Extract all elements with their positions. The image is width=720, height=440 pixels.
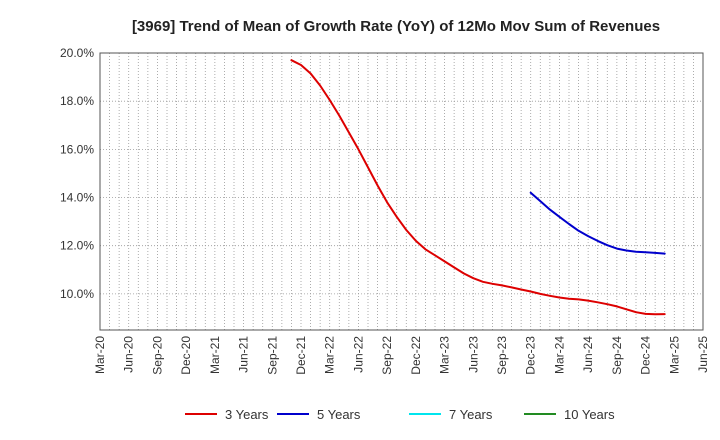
x-tick-label: Sep-21 <box>265 336 279 375</box>
x-tick-label: Mar-23 <box>438 336 452 374</box>
x-tick-label: Sep-20 <box>150 336 164 375</box>
legend-label: 3 Years <box>225 407 269 422</box>
grid-lines <box>100 52 703 330</box>
plot-area <box>100 53 703 330</box>
x-tick-label: Dec-21 <box>294 336 308 375</box>
x-tick-label: Sep-22 <box>380 336 394 375</box>
legend-label: 5 Years <box>317 407 361 422</box>
x-tick-label: Mar-25 <box>667 336 681 374</box>
x-tick-label: Jun-21 <box>237 336 251 373</box>
x-tick-label: Dec-23 <box>524 336 538 375</box>
x-tick-label: Mar-22 <box>323 336 337 374</box>
y-tick-label: 10.0% <box>60 287 94 301</box>
y-tick-label: 18.0% <box>60 94 94 108</box>
x-tick-label: Mar-21 <box>208 336 222 374</box>
x-tick-label: Jun-24 <box>581 336 595 373</box>
x-tick-label: Dec-22 <box>409 336 423 375</box>
x-tick-label: Jun-23 <box>466 336 480 373</box>
series-lines <box>290 59 666 316</box>
x-tick-label: Jun-20 <box>122 336 136 373</box>
x-tick-label: Mar-20 <box>93 336 107 374</box>
x-tick-label: Dec-24 <box>639 336 653 375</box>
x-tick-label: Dec-20 <box>179 336 193 375</box>
x-tick-label: Jun-25 <box>696 336 710 373</box>
y-tick-label: 20.0% <box>60 46 94 60</box>
series-line-3-years <box>290 59 666 316</box>
x-tick-label: Sep-23 <box>495 336 509 375</box>
x-tick-label: Sep-24 <box>610 336 624 375</box>
chart-title: [3969] Trend of Mean of Growth Rate (YoY… <box>132 18 660 35</box>
y-axis-tick-labels: 10.0% 12.0% 14.0% 16.0% 18.0% 20.0% <box>60 46 94 301</box>
x-axis-tick-labels: Mar-20 Jun-20 Sep-20 Dec-20 Mar-21 Jun-21 Sep-… <box>93 336 710 375</box>
series-line-5-years <box>529 191 666 255</box>
x-tick-label: Mar-24 <box>552 336 566 374</box>
plot-frame <box>99 52 704 331</box>
x-tick-label: Jun-22 <box>351 336 365 373</box>
legend: 3 Years 5 Years 7 Years 10 Years <box>185 407 615 422</box>
legend-label: 10 Years <box>564 407 615 422</box>
y-tick-label: 14.0% <box>60 191 94 205</box>
legend-label: 7 Years <box>449 407 493 422</box>
y-tick-label: 12.0% <box>60 239 94 253</box>
y-tick-label: 16.0% <box>60 142 94 156</box>
